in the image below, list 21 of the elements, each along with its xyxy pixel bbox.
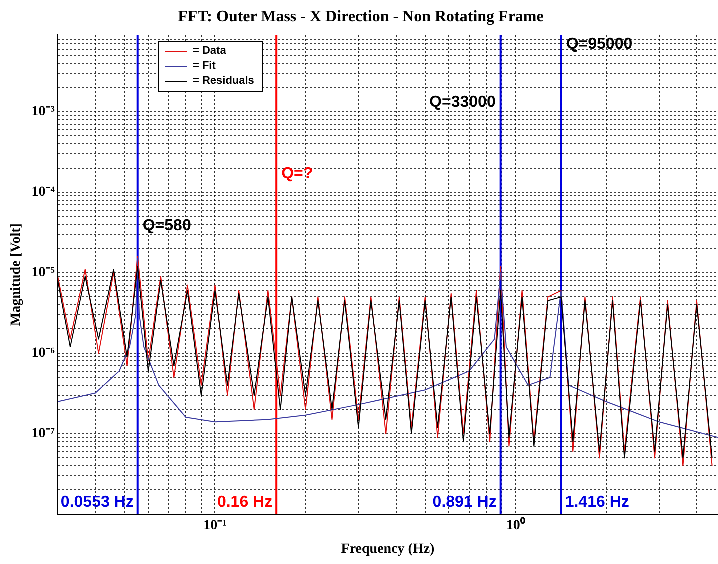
y-tick-label: 10⁻⁷ bbox=[32, 426, 55, 442]
y-tick-label: 10⁻⁴ bbox=[32, 185, 56, 200]
ref-line-label: 1.416 Hz bbox=[565, 494, 630, 511]
chart-title: FFT: Outer Mass - X Direction - Non Rotating Frame bbox=[178, 8, 544, 26]
legend-label: = Fit bbox=[192, 59, 216, 74]
annotation: Q=95000 bbox=[566, 36, 633, 53]
annotation: Q=580 bbox=[142, 218, 192, 235]
ref-line-label: 0.0553 Hz bbox=[60, 494, 134, 511]
legend-label: = Data bbox=[192, 44, 226, 60]
annotation: Q=33000 bbox=[430, 94, 496, 112]
y-tick-label: 10⁻⁶ bbox=[32, 346, 55, 362]
y-tick-label: 10⁻⁵ bbox=[32, 266, 55, 281]
legend-label: = Residuals bbox=[192, 74, 254, 90]
x-axis-title: Frequency (Hz) bbox=[341, 542, 436, 558]
y-axis-title: Magnitude [Volt] bbox=[9, 224, 24, 326]
ref-line-label: 0.16 Hz bbox=[217, 494, 273, 511]
annotation: Q=? bbox=[282, 165, 314, 182]
y-tick-label: 10⁻³ bbox=[32, 104, 55, 120]
x-tick-label: 10⁻¹ bbox=[204, 518, 227, 534]
x-tick-label: 10⁰ bbox=[506, 516, 526, 534]
ref-line-label: 0.891 Hz bbox=[432, 494, 497, 511]
